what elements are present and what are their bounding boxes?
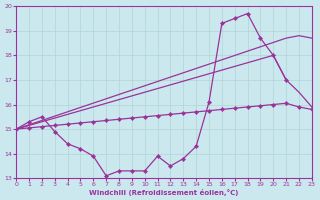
X-axis label: Windchill (Refroidissement éolien,°C): Windchill (Refroidissement éolien,°C)	[89, 189, 239, 196]
